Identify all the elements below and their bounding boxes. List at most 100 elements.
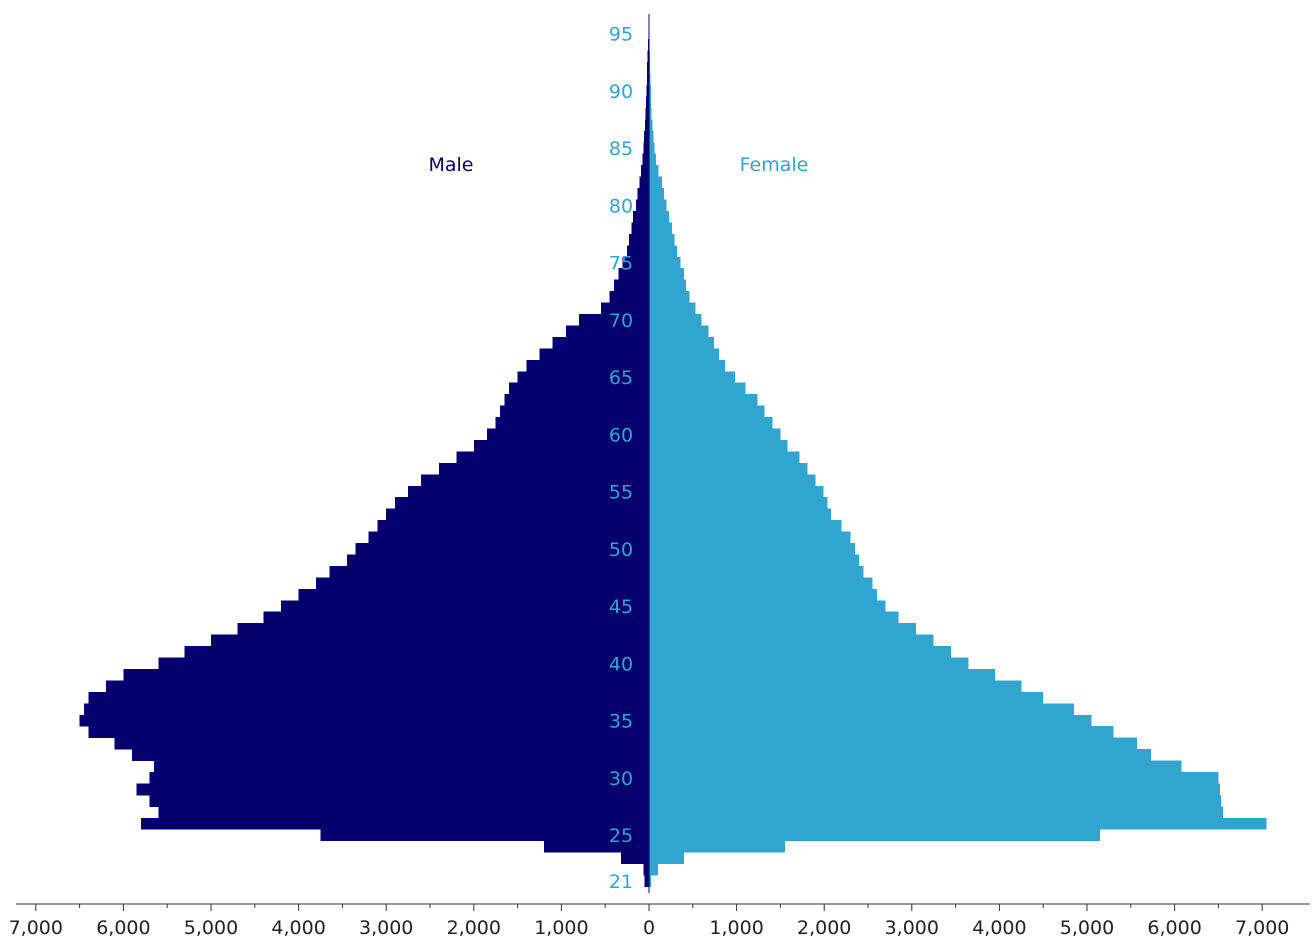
age-label-35: 35 bbox=[609, 711, 633, 733]
female-bar-age-37 bbox=[649, 691, 1044, 704]
male-bar-age-65 bbox=[517, 371, 649, 384]
female-bar-age-26 bbox=[649, 817, 1267, 830]
female-bar-age-21 bbox=[649, 875, 651, 887]
female-bar-age-56 bbox=[649, 474, 816, 487]
male-bar-age-35 bbox=[79, 714, 650, 727]
male-bar-age-86 bbox=[644, 130, 649, 143]
female-bar-age-24 bbox=[649, 840, 785, 853]
female-bar-age-79 bbox=[649, 210, 670, 223]
x-tick-label: 4,000 bbox=[972, 917, 1026, 939]
x-tick-label: 2,000 bbox=[797, 917, 851, 939]
male-bar-age-42 bbox=[211, 634, 649, 647]
male-bars bbox=[79, 16, 650, 887]
female-bar-age-70 bbox=[649, 314, 702, 326]
female-bar-age-78 bbox=[649, 222, 672, 235]
female-bar-age-29 bbox=[649, 783, 1221, 796]
female-bar-age-71 bbox=[649, 302, 696, 315]
female-bar-age-43 bbox=[649, 623, 917, 636]
male-bar-age-46 bbox=[298, 588, 649, 601]
male-bar-age-72 bbox=[609, 291, 649, 303]
legend-male-label: Male bbox=[428, 154, 473, 176]
age-label-65: 65 bbox=[609, 367, 633, 389]
age-label-85: 85 bbox=[609, 138, 633, 160]
male-bar-age-82 bbox=[639, 176, 649, 189]
female-bar-age-84 bbox=[649, 153, 657, 166]
age-label-30: 30 bbox=[609, 768, 633, 790]
female-bar-age-88 bbox=[649, 107, 652, 120]
female-bar-age-22 bbox=[649, 863, 658, 876]
female-bar-age-90 bbox=[649, 85, 651, 97]
x-tick-label: 6,000 bbox=[1147, 917, 1201, 939]
x-tick-label: 0 bbox=[643, 917, 655, 939]
male-bar-age-38 bbox=[105, 680, 649, 693]
female-bar-age-49 bbox=[649, 554, 860, 567]
female-bar-age-51 bbox=[649, 531, 851, 544]
male-bar-age-70 bbox=[578, 314, 649, 326]
x-tick-label: 1,000 bbox=[534, 917, 588, 939]
female-bar-age-86 bbox=[649, 130, 654, 143]
female-bar-age-30 bbox=[649, 772, 1219, 784]
male-bar-age-63 bbox=[504, 394, 649, 407]
x-tick-label: 7,000 bbox=[1235, 917, 1289, 939]
female-bar-age-25 bbox=[649, 829, 1101, 842]
male-bar-age-53 bbox=[386, 508, 649, 521]
female-bar-age-62 bbox=[649, 405, 765, 418]
male-bar-age-74 bbox=[618, 268, 649, 281]
male-bar-age-81 bbox=[637, 188, 649, 200]
male-bar-age-50 bbox=[355, 543, 649, 555]
male-bar-age-28 bbox=[149, 794, 649, 807]
female-bar-age-64 bbox=[649, 382, 746, 395]
female-bar-age-69 bbox=[649, 325, 709, 338]
male-bar-age-45 bbox=[281, 600, 649, 613]
female-bar-age-42 bbox=[649, 634, 934, 647]
age-label-50: 50 bbox=[609, 539, 633, 561]
male-bar-age-68 bbox=[552, 336, 649, 349]
female-bar-age-27 bbox=[649, 806, 1223, 819]
female-bar-age-89 bbox=[649, 96, 652, 109]
male-bar-age-40 bbox=[158, 657, 649, 670]
x-tick-label: 5,000 bbox=[1060, 917, 1114, 939]
male-bar-age-44 bbox=[263, 611, 649, 624]
female-bar-age-75 bbox=[649, 256, 681, 269]
age-label-21: 21 bbox=[609, 871, 633, 893]
x-tick-label: 7,000 bbox=[9, 917, 63, 939]
male-bar-age-76 bbox=[627, 245, 649, 258]
female-bar-age-80 bbox=[649, 199, 667, 212]
age-label-60: 60 bbox=[609, 424, 633, 446]
female-bar-age-35 bbox=[649, 714, 1092, 727]
female-bars bbox=[648, 14, 1267, 893]
male-bar-age-48 bbox=[329, 565, 649, 578]
female-bar-age-38 bbox=[649, 680, 1022, 693]
female-bar-age-66 bbox=[649, 359, 726, 372]
male-bar-age-61 bbox=[495, 417, 649, 429]
male-bar-age-30 bbox=[149, 772, 649, 784]
male-bar-age-58 bbox=[456, 451, 649, 464]
age-label-55: 55 bbox=[609, 482, 633, 504]
female-bar-age-50 bbox=[649, 543, 855, 555]
male-bar-age-66 bbox=[526, 359, 649, 372]
female-bar-age-53 bbox=[649, 508, 832, 521]
female-bar-age-68 bbox=[649, 336, 714, 349]
female-bar-age-59 bbox=[649, 439, 788, 452]
female-bar-age-60 bbox=[649, 428, 781, 441]
male-bar-age-56 bbox=[421, 474, 649, 487]
female-bar-age-40 bbox=[649, 657, 969, 670]
male-bar-age-49 bbox=[346, 554, 649, 567]
x-tick-label: 2,000 bbox=[447, 917, 501, 939]
age-label-75: 75 bbox=[609, 253, 633, 275]
male-bar-age-62 bbox=[500, 405, 649, 418]
x-tick-label: 6,000 bbox=[96, 917, 150, 939]
female-bar-age-82 bbox=[649, 176, 663, 189]
male-bar-age-47 bbox=[316, 577, 649, 590]
male-bar-age-31 bbox=[154, 760, 649, 773]
female-bar-age-73 bbox=[649, 279, 686, 292]
male-bar-age-54 bbox=[394, 497, 649, 510]
male-bar-age-89 bbox=[645, 96, 649, 109]
female-bar-age-85 bbox=[649, 142, 655, 155]
male-bar-age-29 bbox=[136, 783, 650, 796]
female-bar-age-76 bbox=[649, 245, 678, 258]
female-bar-age-77 bbox=[649, 233, 675, 246]
male-bar-age-51 bbox=[368, 531, 649, 544]
female-bar-age-67 bbox=[649, 348, 720, 361]
male-bar-age-67 bbox=[539, 348, 649, 361]
